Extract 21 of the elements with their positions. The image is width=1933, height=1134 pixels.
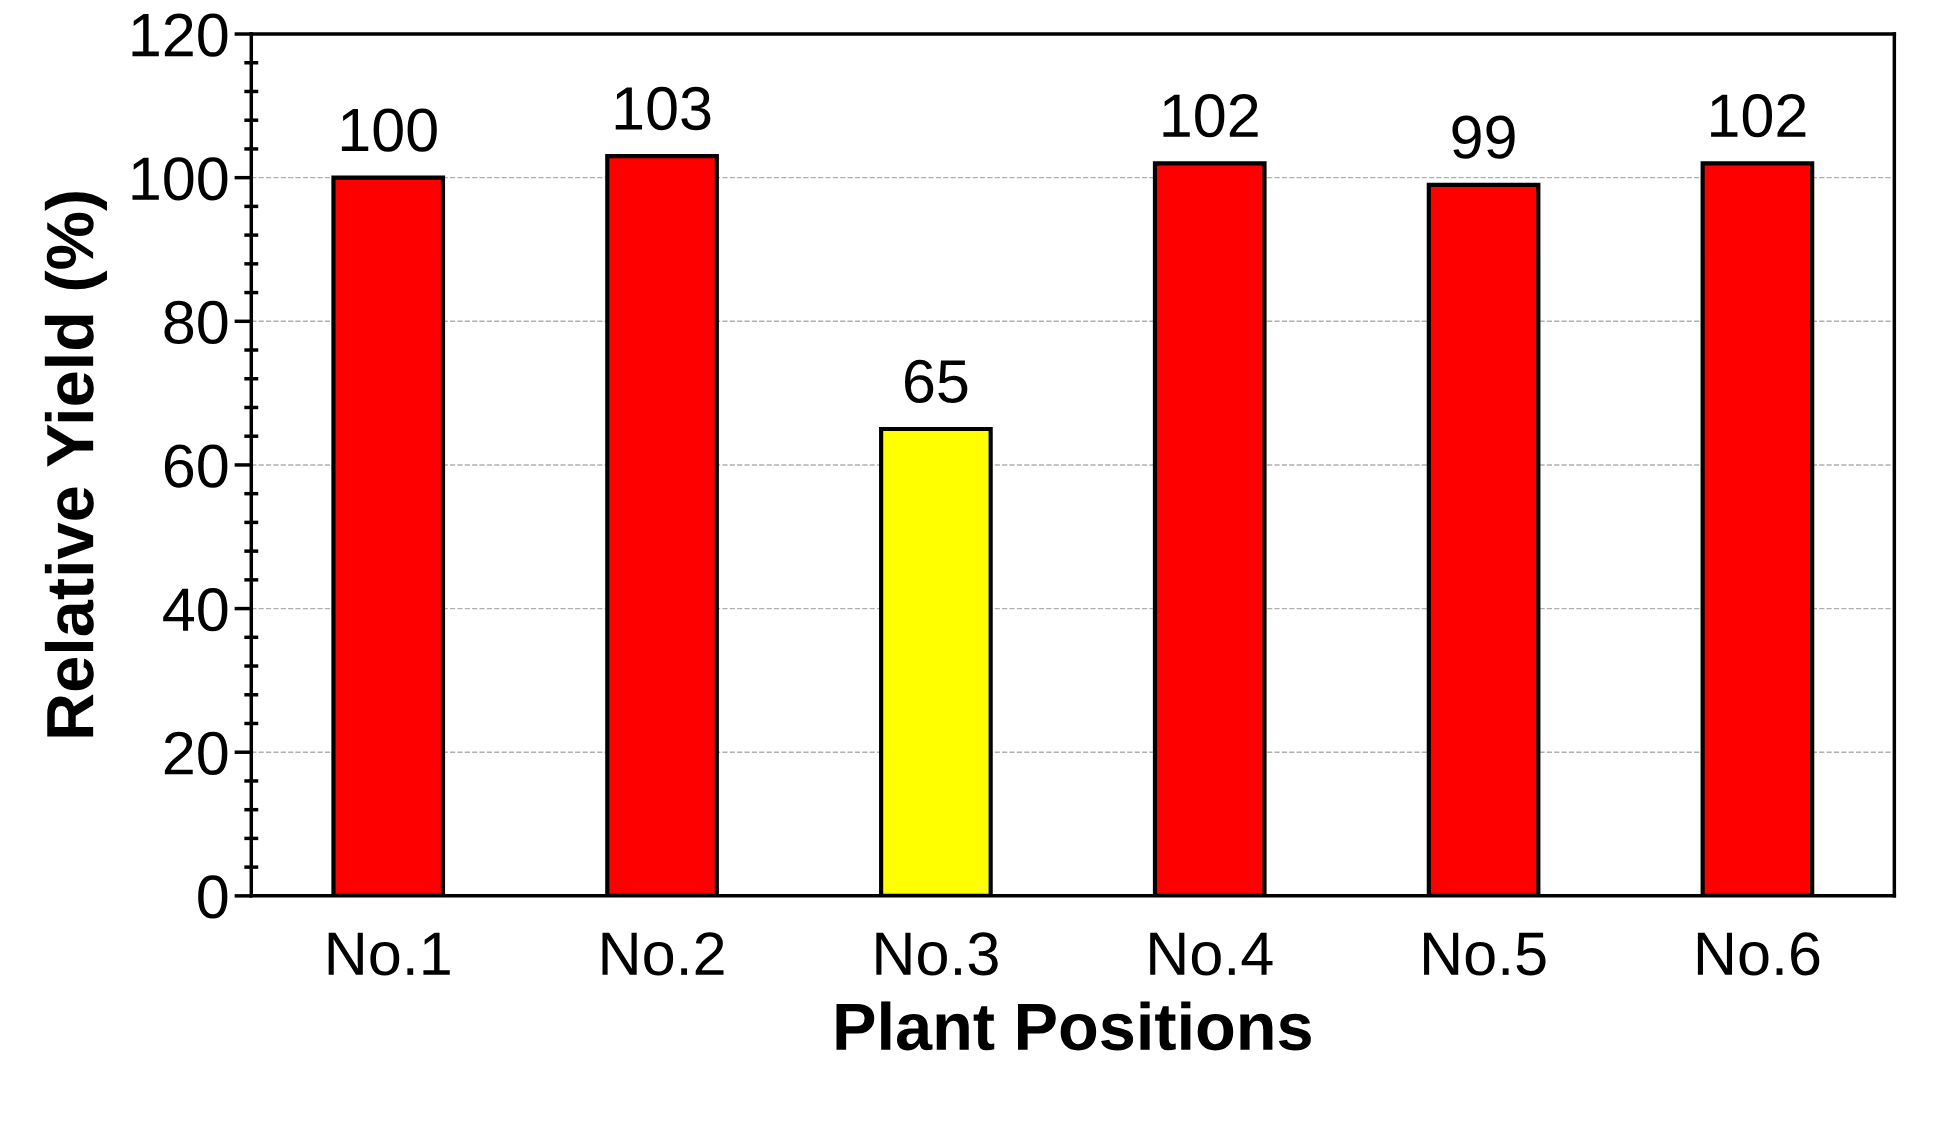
y-axis-title: Relative Yield (%): [44, 192, 107, 737]
data-label: 65: [905, 359, 968, 404]
y-tick-label: 80: [164, 300, 228, 345]
x-tick-label: No.2: [602, 932, 724, 976]
x-tick-label: No.6: [1697, 932, 1820, 976]
data-label: 99: [1452, 115, 1515, 159]
y-tick-label: 40: [163, 588, 228, 632]
x-axis-title: Plant Positions: [836, 1001, 1311, 1051]
data-label: 100: [341, 108, 437, 152]
x-tick-label: No.4: [1150, 932, 1273, 976]
x-tick-label: No.5: [1424, 932, 1546, 976]
x-tick-label: No.3: [876, 932, 998, 976]
data-label: 102: [1163, 94, 1258, 138]
data-label: 102: [1711, 94, 1806, 138]
data-label: 103: [615, 86, 711, 131]
x-tick-label: No.1: [328, 932, 450, 976]
y-tick-label: 0: [198, 875, 228, 919]
y-tick-label: 60: [164, 444, 228, 488]
y-tick-label: 100: [132, 157, 228, 201]
y-tick-label: 20: [164, 731, 228, 775]
y-tick-label: 120: [132, 13, 228, 57]
